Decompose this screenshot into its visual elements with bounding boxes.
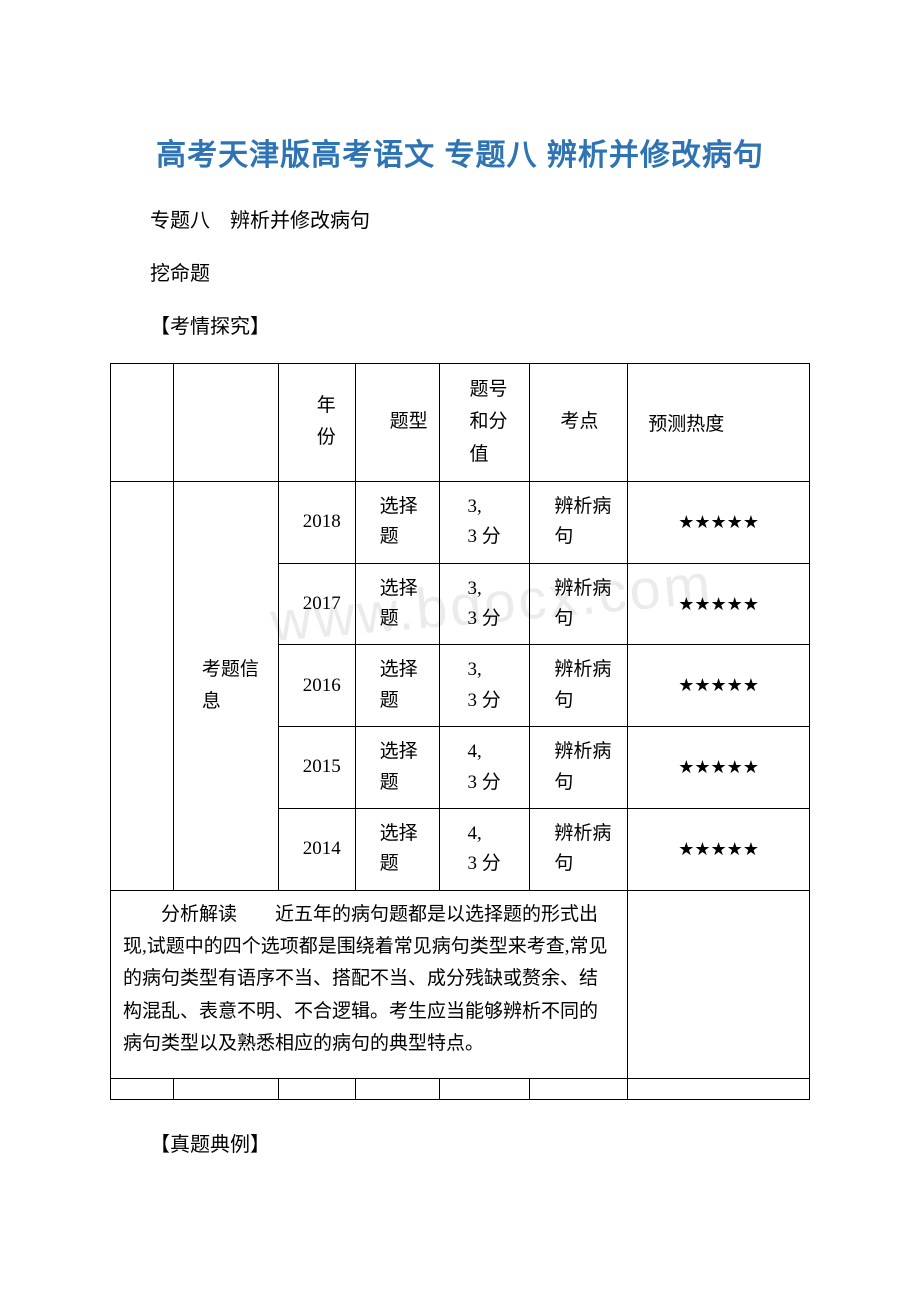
section-label: 挖命题 (110, 257, 810, 286)
table-cell-heat: ★★★★★ (628, 563, 810, 645)
table-cell (278, 1079, 355, 1100)
table-cell-type: 选择题 (355, 727, 439, 809)
table-cell-year: 2014 (278, 809, 355, 891)
table-cell-point: 辨析病句 (530, 645, 628, 727)
subtitle-text: 专题八 辨析并修改病句 (110, 204, 810, 233)
table-cell-type: 选择题 (355, 645, 439, 727)
table-cell-year: 2017 (278, 563, 355, 645)
table-cell-heat: ★★★★★ (628, 645, 810, 727)
table-cell-type: 选择题 (355, 481, 439, 563)
table-header-row: 年份 题型 题号和分值 考点 预测热度 (111, 364, 810, 482)
table-cell (111, 364, 174, 482)
table-cell (439, 1079, 530, 1100)
page-container: 高考天津版高考语文 专题八 辨析并修改病句 专题八 辨析并修改病句 挖命题 【考… (0, 0, 920, 1157)
table-cell-point: 辨析病句 (530, 809, 628, 891)
table-cell-score: 4,3 分 (439, 809, 530, 891)
table-analysis-row: 分析解读 近五年的病句题都是以选择题的形式出现,试题中的四个选项都是围绕着常见病… (111, 890, 810, 1078)
table-header-score: 题号和分值 (439, 364, 530, 482)
table-cell-year: 2016 (278, 645, 355, 727)
table-cell-heat: ★★★★★ (628, 809, 810, 891)
table-header-year: 年份 (278, 364, 355, 482)
section-heading-1: 【考情探究】 (110, 310, 810, 339)
table-cell-heat: ★★★★★ (628, 481, 810, 563)
table-cell (111, 1079, 174, 1100)
table-cell (628, 890, 810, 1078)
table-header-type: 题型 (355, 364, 439, 482)
table-cell (530, 1079, 628, 1100)
table-cell-score: 3,3 分 (439, 563, 530, 645)
table-row: 考题信息 2018 选择题 3,3 分 辨析病句 ★★★★★ (111, 481, 810, 563)
table-cell-point: 辨析病句 (530, 563, 628, 645)
table-info-label: 考题信息 (173, 481, 278, 890)
table-cell-type: 选择题 (355, 809, 439, 891)
table-cell (173, 364, 278, 482)
exam-info-table: 年份 题型 题号和分值 考点 预测热度 考题信息 2018 选择题 3,3 分 … (110, 363, 810, 1100)
table-cell-score: 3,3 分 (439, 481, 530, 563)
section-heading-2: 【真题典例】 (110, 1128, 810, 1157)
table-header-point: 考点 (530, 364, 628, 482)
table-cell-year: 2018 (278, 481, 355, 563)
table-cell-heat: ★★★★★ (628, 727, 810, 809)
page-title: 高考天津版高考语文 专题八 辨析并修改病句 (110, 130, 810, 174)
table-header-heat: 预测热度 (628, 364, 810, 482)
table-analysis-cell: 分析解读 近五年的病句题都是以选择题的形式出现,试题中的四个选项都是围绕着常见病… (111, 890, 628, 1078)
table-cell (173, 1079, 278, 1100)
table-cell (111, 481, 174, 890)
table-cell-point: 辨析病句 (530, 727, 628, 809)
table-empty-row (111, 1079, 810, 1100)
table-cell-score: 3,3 分 (439, 645, 530, 727)
table-cell-score: 4,3 分 (439, 727, 530, 809)
table-cell-year: 2015 (278, 727, 355, 809)
table-cell-point: 辨析病句 (530, 481, 628, 563)
table-cell (355, 1079, 439, 1100)
table-cell-type: 选择题 (355, 563, 439, 645)
table-cell (628, 1079, 810, 1100)
